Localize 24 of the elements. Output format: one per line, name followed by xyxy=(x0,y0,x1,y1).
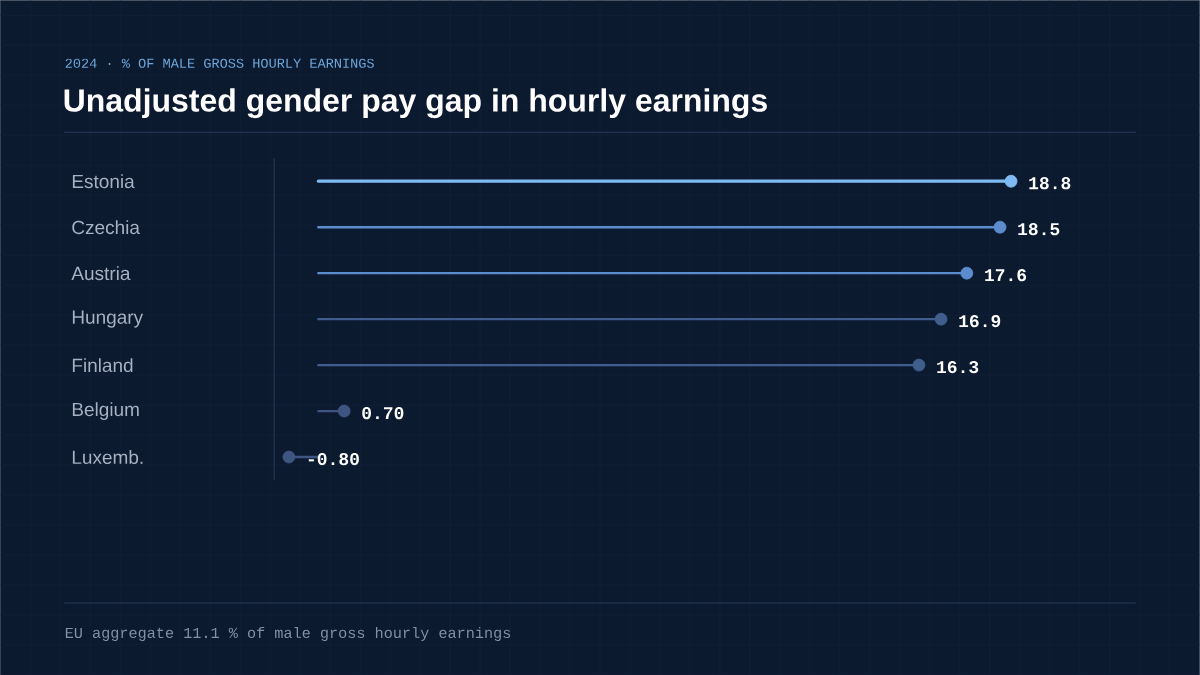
point xyxy=(912,358,926,372)
chart-subtitle: 2024 · % OF MALE GROSS HOURLY EARNINGS xyxy=(65,58,374,68)
chart-title: Unadjusted gender pay gap in hourly earnings xyxy=(64,88,767,119)
data-label: 17.6 xyxy=(985,268,1027,282)
point xyxy=(993,220,1007,234)
data-label: 16.9 xyxy=(959,314,1001,328)
text: EU aggregate 11.1 % of male gross hourly earnings xyxy=(65,626,511,641)
point xyxy=(960,266,974,280)
y-tick-label: Estonia xyxy=(72,174,135,189)
data-label: 18.8 xyxy=(1029,176,1071,190)
y-tick-label: Czechia xyxy=(72,220,140,235)
point xyxy=(934,312,948,326)
point xyxy=(337,404,351,418)
y-tick-label: Austria xyxy=(71,266,131,281)
data-label: 0.70 xyxy=(362,406,404,420)
data-label: -0.80 xyxy=(308,452,359,466)
data-label: 16.3 xyxy=(937,360,979,374)
data-label: 18.5 xyxy=(1018,222,1060,236)
point xyxy=(282,450,296,464)
y-tick-label: Hungary xyxy=(72,310,144,328)
point xyxy=(1004,174,1018,188)
y-tick-label: Luxemb. xyxy=(72,449,143,464)
y-tick-label: Finland xyxy=(72,358,133,372)
y-tick-label: Belgium xyxy=(72,402,139,420)
